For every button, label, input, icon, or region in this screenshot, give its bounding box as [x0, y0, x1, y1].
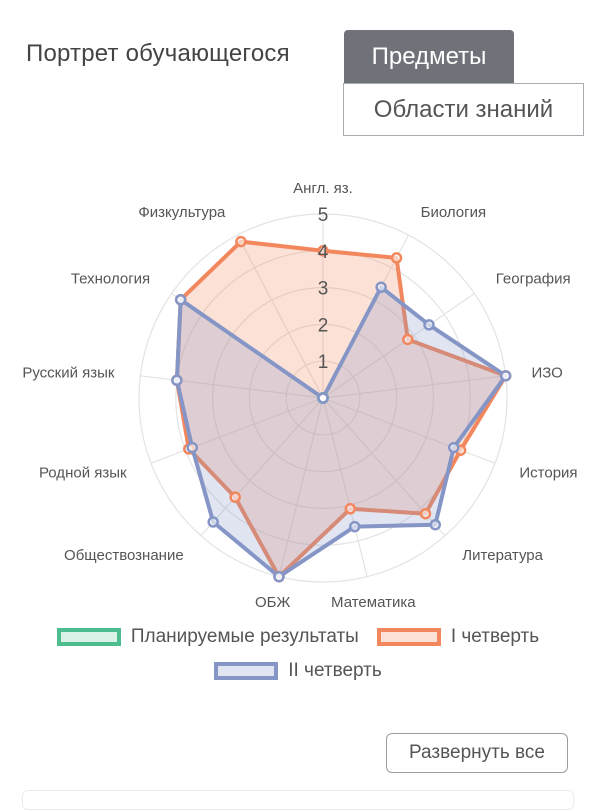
data-point	[229, 491, 241, 503]
legend-label: Планируемые результаты	[130, 626, 359, 647]
tab-knowledge-areas[interactable]: Области знаний	[343, 83, 584, 136]
grid-spoke	[322, 292, 475, 399]
tab-subjects[interactable]: Предметы	[344, 30, 514, 84]
data-point	[402, 333, 414, 346]
grid-spoke	[236, 234, 324, 399]
legend-swatch-quarter-1	[376, 628, 441, 646]
data-point	[344, 503, 357, 515]
data-point	[499, 370, 512, 382]
grid-spoke	[322, 397, 368, 577]
tick-label: 3	[318, 279, 329, 300]
axis-label: Литература	[462, 547, 543, 564]
data-point	[419, 507, 432, 520]
content-card	[22, 790, 574, 810]
axis-label: Обществознание	[64, 547, 184, 564]
axis-label: ИЗО	[532, 365, 563, 382]
tick-label: 4	[318, 242, 329, 263]
tick-label: 5	[318, 205, 329, 226]
data-point	[390, 252, 403, 264]
axis-label: Математика	[331, 594, 416, 611]
grid-spoke	[322, 397, 496, 464]
page-title: Портрет обучающегося	[26, 40, 290, 67]
axis-label: Русский язык	[22, 365, 115, 382]
data-point	[273, 570, 285, 583]
data-point	[429, 518, 442, 531]
legend-label: I четверть	[450, 626, 540, 647]
grid-spoke	[278, 397, 324, 577]
data-point	[375, 281, 387, 293]
legend-label: II четверть	[288, 660, 382, 681]
axis-label: Технология	[71, 271, 150, 288]
data-point	[186, 441, 198, 454]
data-point	[207, 516, 219, 528]
data-point	[171, 374, 183, 387]
data-point	[235, 235, 247, 248]
data-point	[448, 441, 460, 454]
legend-item-planned[interactable]: Планируемые результаты	[56, 626, 359, 648]
grid-spoke	[140, 375, 324, 399]
legend-swatch-quarter-2	[214, 662, 279, 680]
data-point	[317, 245, 329, 257]
data-point	[348, 520, 361, 533]
expand-all-button[interactable]: Развернуть все	[386, 733, 568, 773]
axis-label: Физкультура	[138, 204, 226, 221]
data-point	[317, 392, 329, 404]
tick-label: 2	[318, 315, 329, 336]
data-point	[174, 293, 187, 306]
legend-item-quarter-2[interactable]: II четверть	[214, 660, 382, 682]
axis-label: Биология	[421, 204, 486, 221]
data-point	[423, 319, 435, 331]
grid-spoke	[322, 375, 506, 399]
axis-label: География	[496, 271, 571, 288]
legend-item-quarter-1[interactable]: I четверть	[376, 626, 540, 648]
grid-spoke	[200, 397, 324, 537]
grid-spoke	[150, 397, 324, 464]
legend-swatch-planned	[56, 628, 121, 646]
tick-label: 1	[318, 352, 329, 373]
axis-label: Родной язык	[39, 465, 127, 482]
axis-label: ОБЖ	[255, 594, 291, 611]
axis-label: История	[519, 465, 577, 482]
chart-legend: Планируемые результаты I четверть II чет…	[0, 626, 596, 682]
radar-chart: 1 2 3 4 5 Англ. яз. Биология География ИЗО Истори…	[22, 180, 577, 611]
axis-label: Англ. яз.	[293, 180, 353, 197]
